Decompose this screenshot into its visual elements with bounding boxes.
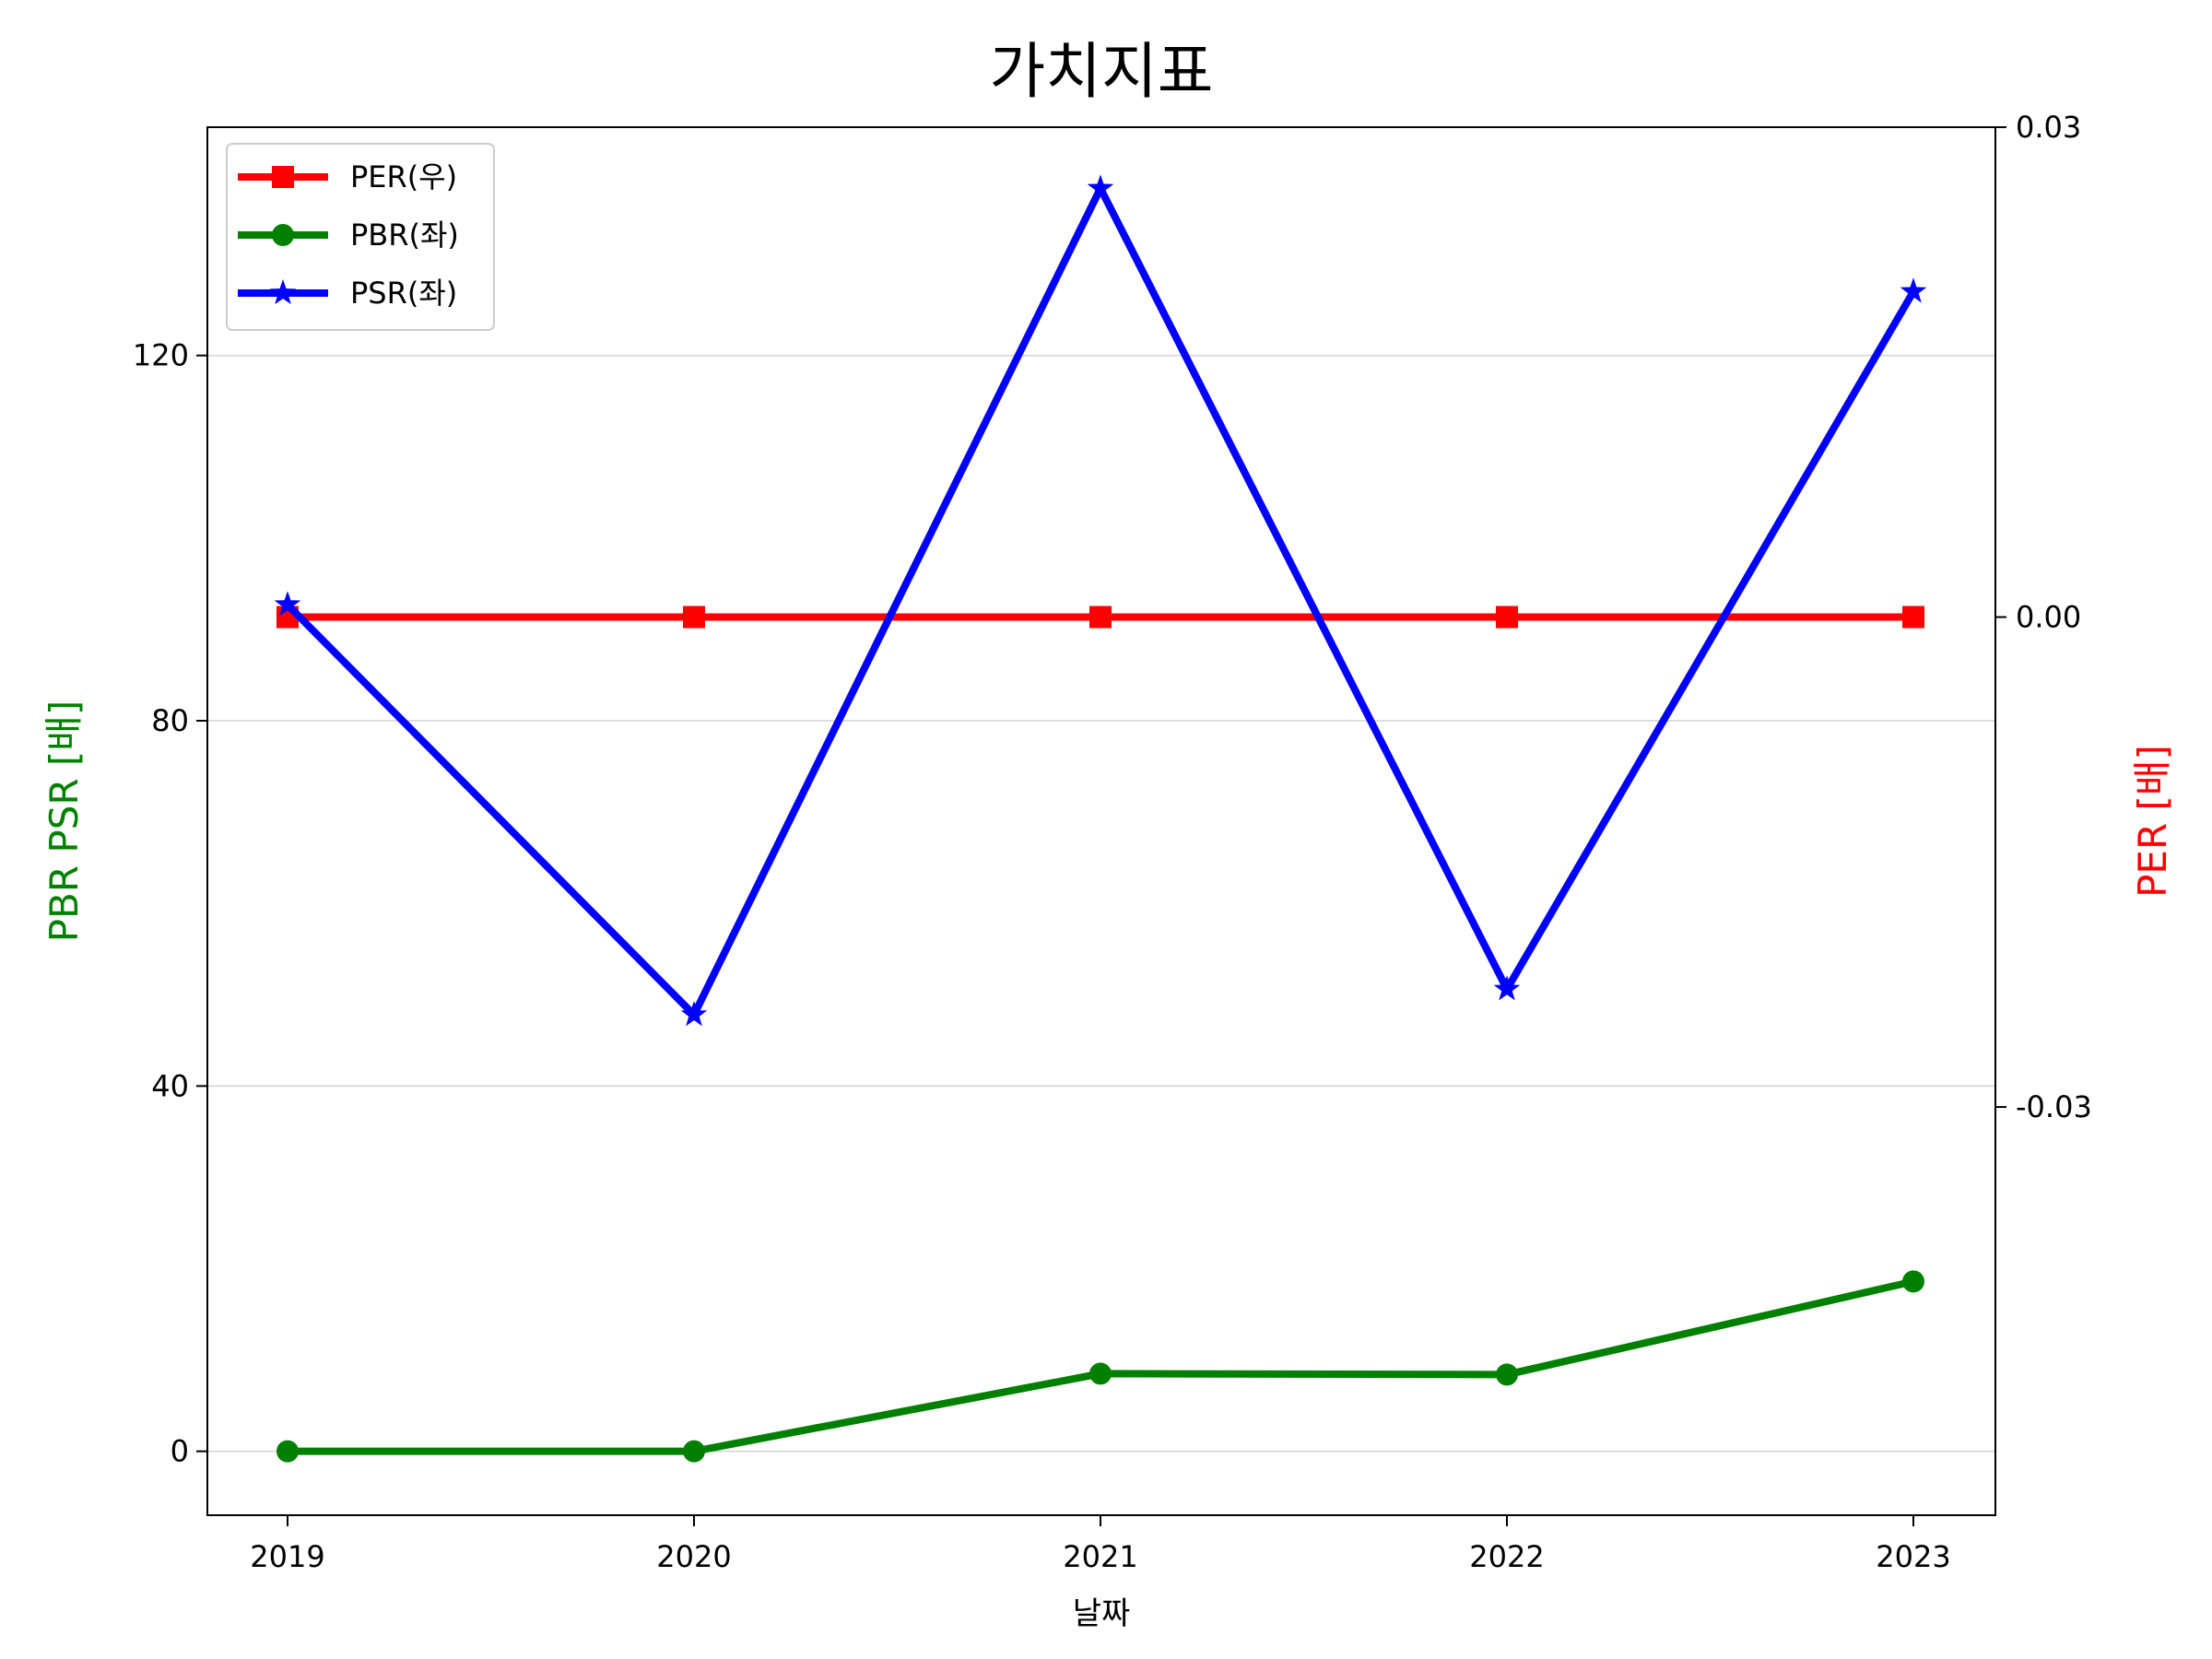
legend-label: PSR(좌) bbox=[350, 276, 457, 311]
data-point bbox=[1902, 1270, 1924, 1293]
data-point bbox=[1089, 606, 1112, 629]
legend-label: PBR(좌) bbox=[350, 218, 459, 253]
y-left-tick-label: 0 bbox=[171, 1434, 189, 1469]
data-point bbox=[1496, 1363, 1518, 1386]
legend-marker bbox=[272, 224, 294, 246]
data-point bbox=[683, 606, 705, 629]
data-point bbox=[276, 1440, 299, 1463]
y-left-tick-label: 80 bbox=[151, 703, 189, 738]
data-point bbox=[1902, 606, 1924, 629]
y-right-tick-label: 0.00 bbox=[2016, 600, 2081, 635]
x-axis-label: 날짜 bbox=[1073, 1595, 1131, 1632]
x-tick-label: 2023 bbox=[1876, 1539, 1950, 1574]
y-left-tick-label: 120 bbox=[133, 338, 189, 373]
data-point bbox=[1493, 975, 1521, 1001]
series-2 bbox=[274, 174, 1927, 1027]
data-point bbox=[1087, 174, 1114, 200]
data-point bbox=[1900, 277, 1927, 303]
data-point bbox=[680, 1001, 708, 1027]
axes-layer: 0 40 80 120 -0.03 0.00 0.03 2019 2020 2021 2022 202… bbox=[133, 110, 2092, 1574]
legend: PER(우) PBR(좌) PSR(좌) bbox=[226, 143, 495, 331]
data-point bbox=[1496, 606, 1518, 629]
y-left-tick-label: 40 bbox=[151, 1068, 189, 1103]
y-right-tick-label: 0.03 bbox=[2016, 110, 2081, 145]
legend-marker bbox=[269, 279, 297, 305]
y-axis-left-label: PBR PSR [배] bbox=[41, 700, 87, 943]
legend-marker bbox=[272, 166, 294, 188]
x-tick-label: 2021 bbox=[1063, 1539, 1137, 1574]
x-tick-label: 2022 bbox=[1469, 1539, 1544, 1574]
data-point bbox=[274, 591, 301, 617]
legend-box bbox=[226, 143, 495, 331]
chart-title: 가치지표 bbox=[990, 36, 1214, 107]
x-tick-label: 2019 bbox=[250, 1539, 324, 1574]
y-right-tick-label: -0.03 bbox=[2016, 1089, 2092, 1124]
legend-items: PER(우) PBR(좌) PSR(좌) bbox=[238, 159, 459, 311]
series-0 bbox=[276, 606, 1924, 629]
series-1 bbox=[276, 1270, 1924, 1463]
x-tick-label: 2020 bbox=[656, 1539, 731, 1574]
plot-frame bbox=[206, 126, 1996, 1516]
series-layer bbox=[274, 174, 1927, 1463]
series-line bbox=[285, 184, 1917, 1019]
data-point bbox=[1089, 1362, 1112, 1385]
data-point bbox=[683, 1440, 705, 1463]
y-axis-right-label: PER [배] bbox=[2130, 745, 2175, 898]
grid-layer bbox=[207, 354, 1995, 1453]
legend-label: PER(우) bbox=[350, 159, 457, 194]
